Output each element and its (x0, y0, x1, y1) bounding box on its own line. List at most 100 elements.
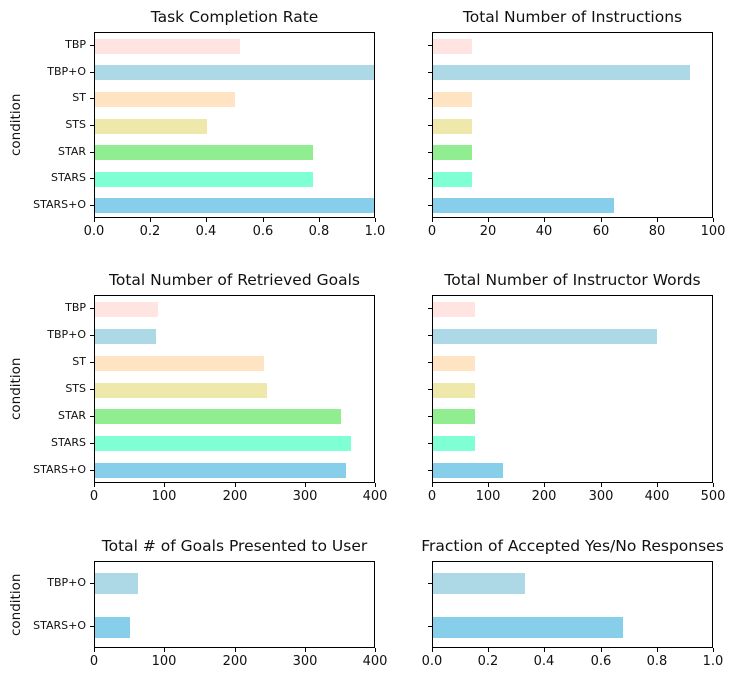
x-tick-label: 0 (89, 489, 99, 504)
x-tick-label: 300 (292, 489, 318, 504)
chart-title: Total Number of Retrieved Goals (109, 271, 360, 289)
x-tick-mark (375, 483, 376, 487)
x-tick-mark (713, 483, 714, 487)
chart-title: Total Number of Instructions (462, 8, 683, 26)
x-tick-label: 40 (535, 224, 553, 239)
x-tick-mark (235, 648, 236, 652)
y-tick-mark (90, 152, 94, 153)
x-tick-mark (432, 648, 433, 652)
bar (95, 172, 313, 187)
x-tick-mark (263, 218, 264, 222)
bar (95, 39, 240, 54)
chart-title: Total Number of Instructor Words (444, 271, 701, 289)
y-tick-label: STS (65, 382, 86, 395)
y-tick-mark (90, 443, 94, 444)
bar (95, 65, 374, 80)
x-tick-mark (657, 648, 658, 652)
y-tick-mark (428, 45, 432, 46)
x-tick-mark (94, 648, 95, 652)
x-tick-mark (488, 648, 489, 652)
x-tick-label: 1.0 (364, 224, 386, 239)
y-tick-label: STARS+O (33, 619, 86, 632)
y-tick-label: TBP (65, 301, 86, 314)
y-tick-mark (428, 583, 432, 584)
y-tick-mark (428, 443, 432, 444)
bar (95, 573, 138, 594)
x-tick-mark (305, 483, 306, 487)
x-tick-label: 400 (644, 489, 670, 504)
bar (433, 65, 690, 80)
bar (433, 198, 614, 213)
bar (433, 383, 475, 398)
y-tick-mark (90, 72, 94, 73)
x-tick-mark (94, 483, 95, 487)
y-tick-label: ST (72, 91, 86, 104)
y-tick-mark (428, 178, 432, 179)
plot-area (432, 295, 713, 483)
bar (95, 356, 264, 371)
x-tick-label: 0 (89, 654, 99, 669)
x-tick-label: 400 (362, 489, 388, 504)
x-tick-label: 200 (222, 654, 248, 669)
y-tick-mark (428, 335, 432, 336)
y-tick-label: STARS (51, 171, 86, 184)
x-tick-mark (657, 483, 658, 487)
y-tick-mark (90, 205, 94, 206)
y-tick-mark (90, 335, 94, 336)
y-axis-label: condition (8, 93, 24, 157)
x-tick-label: 400 (362, 654, 388, 669)
x-tick-label: 0.8 (308, 224, 330, 239)
x-tick-label: 1.0 (702, 654, 724, 669)
chart-title: Fraction of Accepted Yes/No Responses (421, 537, 724, 555)
bar (95, 119, 207, 134)
y-tick-mark (428, 72, 432, 73)
bar (95, 302, 158, 317)
plot-area (432, 32, 713, 218)
bar (95, 92, 235, 107)
y-tick-mark (90, 362, 94, 363)
x-tick-label: 20 (479, 224, 497, 239)
x-tick-label: 100 (475, 489, 501, 504)
x-tick-label: 100 (700, 224, 726, 239)
y-axis-label: condition (8, 357, 24, 421)
x-tick-mark (150, 218, 151, 222)
y-tick-mark (428, 626, 432, 627)
bar (95, 436, 351, 451)
plot-area (94, 32, 375, 218)
y-tick-mark (90, 389, 94, 390)
bar (433, 573, 525, 594)
y-tick-mark (428, 416, 432, 417)
plot-area (432, 561, 713, 648)
bar (433, 329, 657, 344)
bar (95, 329, 156, 344)
bar (433, 617, 623, 638)
x-tick-mark (544, 218, 545, 222)
y-tick-mark (90, 98, 94, 99)
x-tick-label: 0 (427, 224, 437, 239)
x-tick-label: 200 (222, 489, 248, 504)
x-tick-label: 100 (151, 489, 177, 504)
bar (433, 302, 475, 317)
x-tick-mark (432, 483, 433, 487)
chart-title: Task Completion Rate (150, 8, 319, 26)
x-tick-mark (164, 483, 165, 487)
y-tick-mark (428, 308, 432, 309)
y-tick-mark (428, 470, 432, 471)
x-tick-label: 0.2 (139, 224, 161, 239)
x-tick-label: 300 (292, 654, 318, 669)
x-tick-label: 100 (151, 654, 177, 669)
x-tick-label: 300 (588, 489, 614, 504)
y-tick-label: TBP+O (47, 576, 86, 589)
x-tick-label: 200 (531, 489, 557, 504)
y-tick-label: STAR (57, 145, 86, 158)
x-tick-mark (488, 483, 489, 487)
x-tick-label: 0 (427, 489, 437, 504)
x-tick-mark (713, 648, 714, 652)
y-tick-label: TBP+O (47, 65, 86, 78)
y-tick-label: STARS+O (33, 198, 86, 211)
bar (95, 198, 374, 213)
bar (433, 172, 472, 187)
y-tick-mark (428, 205, 432, 206)
y-tick-mark (428, 362, 432, 363)
y-tick-mark (90, 583, 94, 584)
